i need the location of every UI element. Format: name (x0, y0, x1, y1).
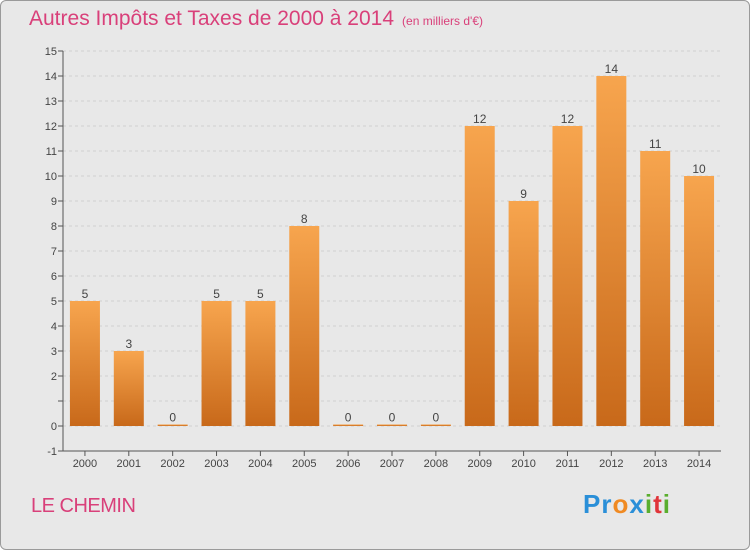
bar-value-label: 3 (125, 337, 132, 351)
chart-title: Autres Impôts et Taxes de 2000 à 2014 (en… (29, 7, 484, 30)
y-tick-label: 13 (45, 96, 57, 108)
bar (333, 424, 364, 426)
logo-letter: o (612, 489, 630, 519)
bar (684, 176, 715, 426)
bar-value-label: 9 (520, 187, 527, 201)
bar-value-label: 0 (389, 411, 396, 425)
bar-value-label: 5 (213, 287, 220, 301)
bar (508, 201, 539, 426)
bar-value-label: 10 (692, 162, 706, 176)
y-tick-label: 10 (45, 171, 57, 183)
proxiti-logo: Proxiti (583, 489, 671, 520)
x-tick-label: 2003 (204, 458, 228, 470)
y-tick-label: -1 (47, 446, 57, 458)
bar (596, 76, 627, 426)
bar (69, 301, 100, 426)
bar (640, 151, 671, 426)
bar (552, 126, 583, 426)
y-tick-label: 7 (51, 246, 57, 258)
bar-value-label: 8 (301, 212, 308, 226)
x-tick-label: 2014 (687, 458, 711, 470)
y-tick-label: 3 (51, 346, 57, 358)
bar (377, 424, 407, 426)
bar-value-label: 0 (433, 411, 440, 425)
y-tick-label: 5 (51, 296, 57, 308)
bar-value-label: 14 (605, 62, 619, 76)
x-tick-label: 2002 (160, 458, 184, 470)
bar-value-label: 12 (473, 112, 487, 126)
chart-subtitle: (en milliers d'€) (402, 14, 484, 28)
x-tick-label: 2013 (643, 458, 667, 470)
bar (157, 424, 188, 426)
logo-letter: i (644, 489, 654, 519)
logo-letter: i (662, 489, 671, 519)
bar (464, 126, 495, 426)
bar-value-label: 0 (169, 411, 176, 425)
logo-letter: r (601, 489, 613, 519)
x-tick-label: 2007 (380, 458, 404, 470)
x-tick-label: 2000 (73, 458, 97, 470)
bar (420, 424, 451, 426)
x-tick-label: 2001 (117, 458, 141, 470)
bar (201, 301, 232, 426)
x-tick-label: 2004 (248, 458, 272, 470)
commune-name: LE CHEMIN (31, 495, 136, 517)
y-tick-label: 14 (45, 71, 57, 83)
y-tick-label: 6 (51, 271, 57, 283)
x-tick-label: 2010 (511, 458, 535, 470)
logo-letter: x (629, 489, 645, 519)
x-tick-label: 2008 (424, 458, 448, 470)
x-tick-label: 2011 (556, 458, 580, 470)
bar (289, 226, 320, 426)
logo-letter: t (653, 489, 663, 519)
logo-letter: P (583, 489, 602, 519)
x-tick-label: 2012 (599, 458, 623, 470)
y-tick-label: 4 (51, 321, 57, 333)
y-tick-label: 12 (45, 121, 57, 133)
y-tick-label: 11 (46, 146, 57, 158)
bar (113, 351, 144, 426)
x-tick-label: 2006 (336, 458, 360, 470)
y-tick-label: 9 (51, 196, 57, 208)
bar-value-label: 12 (561, 112, 575, 126)
bar-value-label: 5 (82, 287, 89, 301)
x-tick-label: 2009 (467, 458, 491, 470)
x-tick-label: 2005 (292, 458, 316, 470)
y-tick-label: 15 (45, 46, 57, 58)
y-tick-label: 0 (51, 421, 57, 433)
bar-value-label: 11 (649, 137, 662, 151)
bar-value-label: 5 (257, 287, 264, 301)
bar (245, 301, 276, 426)
y-tick-label: 8 (51, 221, 57, 233)
y-tick-label: 2 (51, 371, 57, 383)
bar-value-label: 0 (345, 411, 352, 425)
